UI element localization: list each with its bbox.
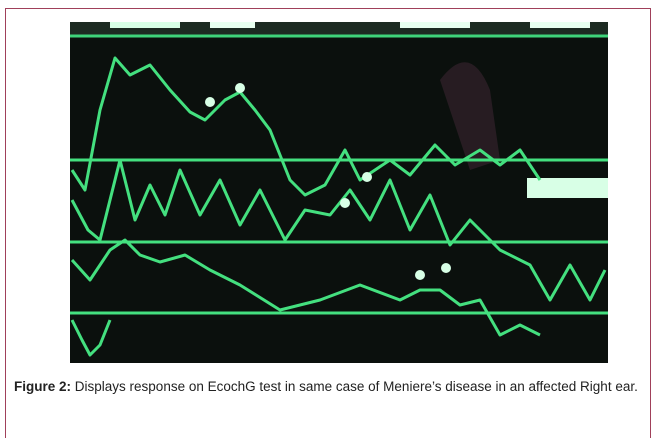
caption-text: Displays response on EcochG test in same…	[75, 379, 638, 394]
figure-label: Figure 2:	[14, 379, 71, 394]
figure-caption: Figure 2: Displays response on EcochG te…	[14, 377, 644, 397]
oscilloscope-photo	[70, 22, 608, 363]
page: {"figure": {"label": "Figure 2:", "capti…	[0, 0, 657, 430]
